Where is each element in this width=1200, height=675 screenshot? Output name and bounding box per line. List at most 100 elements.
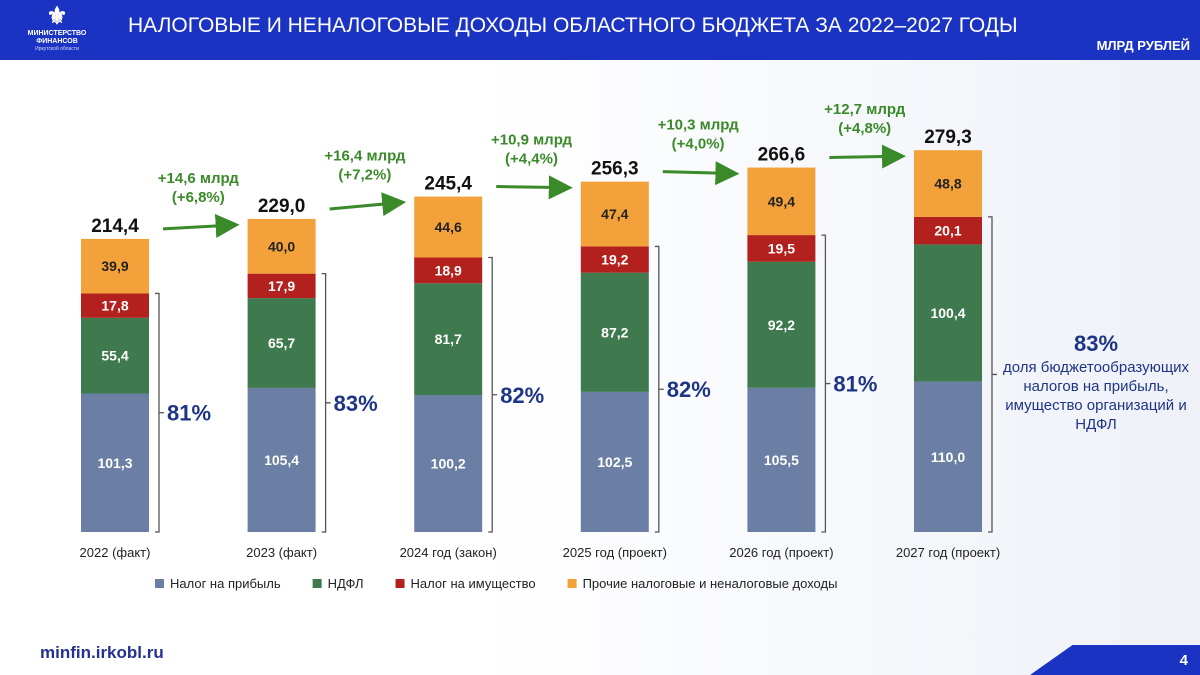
bar-other-1 bbox=[247, 218, 316, 274]
logo-line-2: ФИНАНСОВ bbox=[36, 38, 78, 45]
bar-profit-5 bbox=[914, 381, 982, 532]
bar-property-4 bbox=[747, 235, 816, 262]
bar-label-ndfl-5: 100,4 bbox=[930, 305, 965, 321]
legend-swatch-profit bbox=[155, 579, 164, 588]
total-label-5: 279,3 bbox=[924, 127, 972, 148]
share-label-2: 82% bbox=[500, 383, 544, 408]
bar-ndfl-2 bbox=[414, 283, 483, 396]
bracket-1 bbox=[321, 272, 331, 533]
side-note-text: доля бюджетообразующих налогов на прибыл… bbox=[1002, 359, 1190, 433]
x-tick-label-0: 2022 (факт) bbox=[80, 545, 151, 560]
growth-pct-0: (+6,8%) bbox=[172, 189, 225, 206]
share-label-1: 83% bbox=[334, 391, 378, 416]
bar-profit-1 bbox=[247, 387, 316, 532]
bar-property-3 bbox=[580, 246, 649, 273]
bar-label-ndfl-3: 87,2 bbox=[601, 324, 628, 340]
bar-other-5 bbox=[914, 150, 982, 217]
side-note: 83% доля бюджетообразующих налогов на пр… bbox=[992, 330, 1200, 434]
logo-emblem-icon: ⚜ bbox=[46, 3, 68, 30]
x-tick-label-3: 2025 год (проект) bbox=[563, 545, 667, 560]
legend-label-ndfl: НДФЛ bbox=[328, 576, 364, 591]
bar-label-other-2: 44,6 bbox=[435, 219, 462, 235]
growth-pct-2: (+4,4%) bbox=[505, 151, 558, 168]
growth-arrow-2 bbox=[496, 175, 573, 200]
bar-label-other-1: 40,0 bbox=[268, 238, 295, 254]
units-label: МЛРД РУБЛЕЙ bbox=[1096, 38, 1190, 53]
bar-other-3 bbox=[580, 181, 649, 247]
growth-abs-3: +10,3 млрд bbox=[658, 117, 740, 134]
bar-label-profit-2: 100,2 bbox=[431, 456, 466, 472]
growth-arrow-1 bbox=[329, 192, 407, 217]
bar-property-2 bbox=[414, 257, 483, 284]
bar-other-0 bbox=[81, 238, 149, 294]
bar-label-profit-4: 105,5 bbox=[764, 452, 799, 468]
bar-property-1 bbox=[247, 273, 316, 299]
bracket-4 bbox=[821, 234, 831, 533]
growth-arrow-3 bbox=[662, 161, 740, 186]
bar-label-ndfl-0: 55,4 bbox=[101, 348, 128, 364]
logo-line-1: МИНИСТЕРСТВО bbox=[27, 30, 87, 37]
share-label-3: 82% bbox=[667, 377, 711, 402]
legend-swatch-other bbox=[567, 579, 577, 588]
growth-pct-4: (+4,8%) bbox=[838, 120, 891, 137]
bar-label-other-3: 47,4 bbox=[601, 206, 628, 222]
growth-abs-2: +10,9 млрд bbox=[491, 132, 573, 149]
bar-label-profit-1: 105,4 bbox=[264, 452, 299, 468]
share-label-4: 81% bbox=[833, 372, 877, 397]
legend-label-property: Налог на имущество bbox=[411, 576, 536, 591]
bar-label-property-0: 17,8 bbox=[101, 298, 128, 314]
bar-profit-2 bbox=[414, 395, 483, 532]
total-label-3: 256,3 bbox=[591, 159, 639, 180]
bar-label-property-5: 20,1 bbox=[934, 223, 961, 239]
bar-label-other-5: 48,8 bbox=[934, 176, 961, 192]
bar-ndfl-3 bbox=[580, 272, 649, 392]
bar-ndfl-1 bbox=[247, 298, 316, 388]
growth-abs-4: +12,7 млрд bbox=[824, 101, 906, 118]
bracket-5 bbox=[988, 216, 997, 533]
growth-arrow-0 bbox=[162, 213, 240, 238]
growth-abs-1: +16,4 млрд bbox=[324, 148, 406, 165]
bar-label-ndfl-2: 81,7 bbox=[435, 331, 462, 347]
stacked-bar-chart: 101,3 55,4 17,8 39,9 214,4 2022 (факт) 81% 105,… bbox=[80, 101, 1001, 591]
total-label-0: 214,4 bbox=[91, 216, 139, 237]
bar-property-5 bbox=[914, 216, 982, 245]
page-number: 4 bbox=[1179, 652, 1188, 669]
bar-label-property-4: 19,5 bbox=[768, 240, 795, 256]
bar-label-other-0: 39,9 bbox=[101, 258, 128, 274]
bar-profit-4 bbox=[747, 387, 816, 532]
page-title: НАЛОГОВЫЕ И НЕНАЛОГОВЫЕ ДОХОДЫ ОБЛАСТНОГ… bbox=[128, 14, 1018, 37]
bracket-0 bbox=[155, 292, 164, 533]
bar-profit-0 bbox=[81, 393, 149, 532]
footer-url-link[interactable]: minfin.irkobl.ru bbox=[40, 643, 164, 662]
x-tick-label-5: 2027 год (проект) bbox=[896, 545, 1000, 560]
growth-abs-0: +14,6 млрд bbox=[158, 170, 240, 187]
legend-label-profit: Налог на прибыль bbox=[170, 576, 281, 591]
total-label-1: 229,0 bbox=[258, 196, 306, 217]
bar-other-4 bbox=[747, 167, 816, 236]
growth-pct-3: (+4,0%) bbox=[672, 136, 725, 153]
total-label-2: 245,4 bbox=[424, 174, 472, 195]
bar-ndfl-5 bbox=[914, 244, 982, 382]
logo-line-3: Иркутской области bbox=[35, 46, 79, 52]
growth-pct-1: (+7,2%) bbox=[338, 167, 391, 184]
ministry-logo: ⚜ МИНИСТЕРСТВО ФИНАНСОВ Иркутской област… bbox=[18, 4, 96, 58]
share-label-0: 81% bbox=[167, 401, 211, 426]
bar-label-other-4: 49,4 bbox=[768, 193, 795, 209]
side-note-value: 83% bbox=[1073, 331, 1119, 356]
bar-label-property-3: 19,2 bbox=[601, 252, 628, 268]
bar-label-profit-3: 102,5 bbox=[597, 454, 632, 470]
bar-label-profit-5: 110,0 bbox=[931, 449, 965, 465]
x-tick-label-1: 2023 (факт) bbox=[246, 545, 317, 560]
bar-ndfl-4 bbox=[747, 261, 816, 388]
bar-property-0 bbox=[81, 293, 149, 318]
legend-swatch-ndfl bbox=[312, 579, 322, 588]
bar-label-profit-0: 101,3 bbox=[97, 455, 132, 471]
bar-ndfl-0 bbox=[81, 317, 149, 394]
x-tick-label-4: 2026 год (проект) bbox=[729, 545, 833, 560]
bar-label-ndfl-1: 65,7 bbox=[268, 335, 295, 351]
bracket-3 bbox=[654, 245, 664, 533]
total-label-4: 266,6 bbox=[758, 145, 806, 166]
legend-swatch-property bbox=[395, 579, 405, 588]
bar-label-property-2: 18,9 bbox=[435, 262, 462, 278]
x-tick-label-2: 2024 год (закон) bbox=[400, 545, 497, 560]
